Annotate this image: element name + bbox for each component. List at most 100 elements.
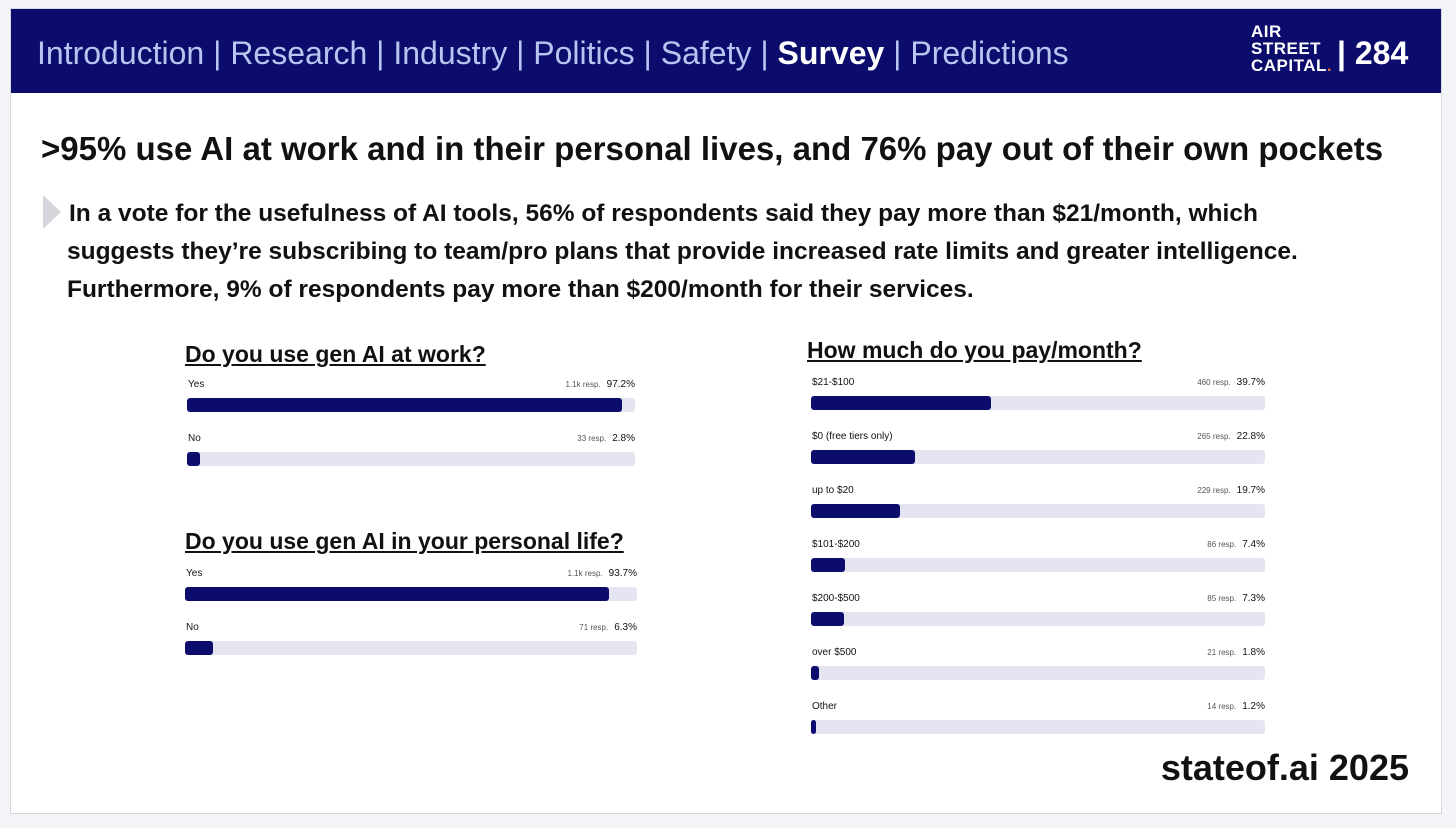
chart-payment: $21-$100 460 resp. 39.7% $0 (free tiers onl… — [811, 377, 1265, 757]
bar-track — [185, 587, 637, 601]
chart-title-work: Do you use gen AI at work? — [185, 341, 486, 367]
bar — [811, 396, 992, 410]
bar-response-count: 1.1k resp. — [567, 569, 603, 578]
bar-value-group: 1.1k resp. 97.2% — [566, 379, 636, 390]
bar-response-count: 14 resp. — [1207, 702, 1237, 711]
bar-category-label: over $500 — [812, 647, 857, 658]
air-street-capital-logo: AIR STREET CAPITAL. — [1251, 23, 1332, 74]
bar-track — [811, 612, 1265, 626]
header-bar: Introduction | Research | Industry | Pol… — [11, 9, 1441, 93]
bar-value-label: 97.2% — [606, 379, 635, 390]
bar-value-label: 2.8% — [612, 433, 635, 444]
bar — [187, 452, 200, 466]
bar-value-label: 19.7% — [1236, 485, 1265, 496]
bar-response-count: 1.1k resp. — [565, 380, 601, 389]
bar-value-label: 7.4% — [1242, 539, 1265, 550]
bar-category-label: $21-$100 — [812, 377, 855, 388]
bar-value-group: 460 resp. 39.7% — [1197, 377, 1265, 388]
nav-item-predictions[interactable]: Predictions — [910, 35, 1069, 71]
slide-title: >95% use AI at work and in their persona… — [41, 130, 1384, 167]
bar-track — [811, 450, 1265, 464]
bar-value-label: 22.8% — [1236, 431, 1265, 442]
bar-row: up to $20 229 resp. 19.7% — [811, 485, 1265, 529]
chart-title-personal: Do you use gen AI in your personal life? — [185, 528, 624, 554]
bar — [185, 641, 214, 655]
slide: Introduction | Research | Industry | Pol… — [10, 8, 1442, 814]
chart-personal: Yes 1.1k resp. 93.7% No 71 resp. 6.3% — [185, 568, 637, 668]
nav-item-research[interactable]: Research — [230, 35, 368, 71]
bar-category-label: No — [186, 622, 199, 633]
bar-track — [811, 396, 1265, 410]
bar-value-label: 93.7% — [608, 568, 637, 579]
nav-item-introduction[interactable]: Introduction — [37, 35, 205, 71]
nav-item-survey[interactable]: Survey — [777, 35, 885, 71]
bar-response-count: 71 resp. — [579, 623, 609, 632]
bar-category-label: up to $20 — [812, 485, 854, 496]
bar-row: $200-$500 85 resp. 7.3% — [811, 593, 1265, 637]
bar-response-count: 460 resp. — [1197, 378, 1231, 387]
bar — [811, 504, 901, 518]
bar-response-count: 86 resp. — [1207, 540, 1237, 549]
bar-row: No 33 resp. 2.8% — [187, 433, 635, 477]
bar — [811, 720, 817, 734]
nav-item-industry[interactable]: Industry — [393, 35, 508, 71]
bar-value-group: 21 resp. 1.8% — [1207, 647, 1265, 658]
logo-line-3: CAPITAL. — [1251, 56, 1333, 75]
bar-value-label: 39.7% — [1236, 377, 1265, 388]
nav-separator: | — [760, 35, 769, 71]
section-nav: Introduction | Research | Industry | Pol… — [37, 33, 1069, 73]
bar-response-count: 21 resp. — [1207, 648, 1237, 657]
nav-separator: | — [516, 35, 525, 71]
nav-separator: | — [893, 35, 902, 71]
bar-response-count: 85 resp. — [1207, 594, 1237, 603]
bar-value-group: 14 resp. 1.2% — [1207, 701, 1265, 712]
bar-value-group: 33 resp. 2.8% — [577, 433, 635, 444]
bar-track — [811, 720, 1265, 734]
bar-row: over $500 21 resp. 1.8% — [811, 647, 1265, 691]
page-number: | 284 — [1337, 35, 1409, 71]
bar-row: $21-$100 460 resp. 39.7% — [811, 377, 1265, 421]
bar-category-label: Other — [812, 701, 838, 712]
bar-row: $0 (free tiers only) 265 resp. 22.8% — [811, 431, 1265, 475]
bar — [187, 398, 623, 412]
bar-value-group: 85 resp. 7.3% — [1207, 593, 1265, 604]
bar-row: Other 14 resp. 1.2% — [811, 701, 1265, 745]
bar-response-count: 33 resp. — [577, 434, 607, 443]
chart-title-payment: How much do you pay/month? — [807, 337, 1142, 363]
bar — [185, 587, 609, 601]
bar-value-group: 1.1k resp. 93.7% — [568, 568, 638, 579]
bar-row: Yes 1.1k resp. 97.2% — [187, 379, 635, 423]
bar-value-group: 71 resp. 6.3% — [579, 622, 637, 633]
bar-value-group: 86 resp. 7.4% — [1207, 539, 1265, 550]
bullet-arrow-icon — [43, 195, 61, 229]
nav-item-safety[interactable]: Safety — [660, 35, 752, 71]
nav-separator: | — [376, 35, 385, 71]
bar-value-label: 1.8% — [1242, 647, 1265, 658]
bar-track — [187, 398, 635, 412]
bar — [811, 612, 845, 626]
nav-separator: | — [643, 35, 652, 71]
logo-line-2: STREET — [1251, 39, 1322, 58]
bar-category-label: Yes — [188, 379, 205, 390]
bar-category-label: $200-$500 — [812, 593, 860, 604]
bar-value-label: 7.3% — [1242, 593, 1265, 604]
bar-track — [811, 558, 1265, 572]
bar-category-label: Yes — [186, 568, 203, 579]
bar-track — [185, 641, 637, 655]
bar-value-label: 1.2% — [1242, 701, 1265, 712]
nav-item-politics[interactable]: Politics — [533, 35, 635, 71]
bar-row: No 71 resp. 6.3% — [185, 622, 637, 666]
bar-value-group: 229 resp. 19.7% — [1197, 485, 1265, 496]
bar-track — [187, 452, 635, 466]
bar — [811, 450, 915, 464]
footer-brand: stateof.ai 2025 — [1160, 747, 1409, 788]
bar-value-group: 265 resp. 22.8% — [1197, 431, 1265, 442]
bar-track — [811, 504, 1265, 518]
bar-category-label: $101-$200 — [812, 539, 860, 550]
logo-line-1: AIR — [1251, 22, 1282, 41]
bar-row: Yes 1.1k resp. 93.7% — [185, 568, 637, 612]
bar-row: $101-$200 86 resp. 7.4% — [811, 539, 1265, 583]
bar-track — [811, 666, 1265, 680]
bar-category-label: No — [188, 433, 201, 444]
bar-response-count: 229 resp. — [1197, 486, 1231, 495]
